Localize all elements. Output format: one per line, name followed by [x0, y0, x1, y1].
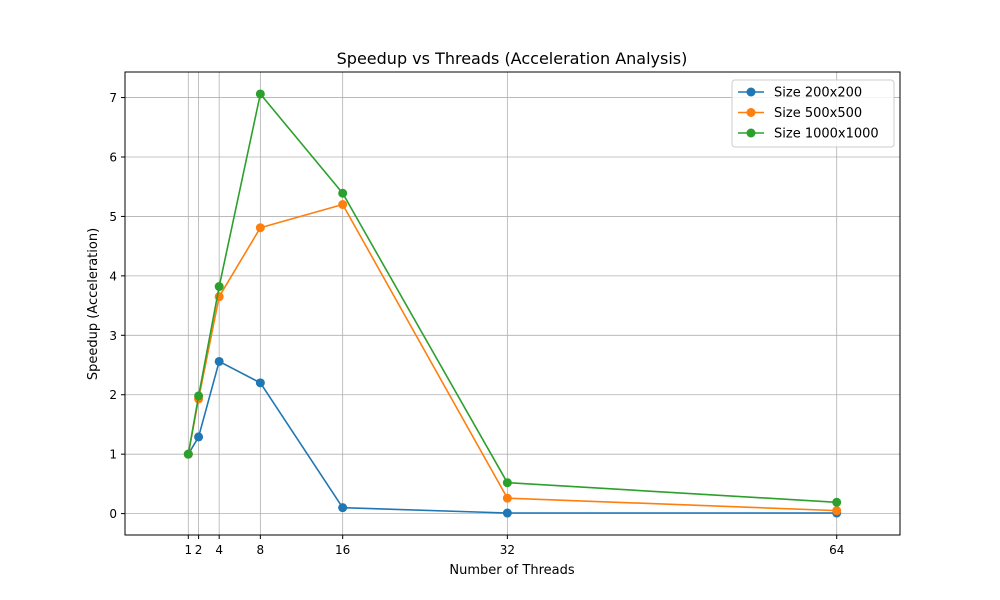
- data-point: [338, 200, 348, 210]
- data-point: [502, 493, 512, 503]
- series-0: [183, 356, 842, 518]
- legend-marker: [746, 108, 756, 117]
- data-point: [194, 432, 204, 442]
- legend-box: [731, 79, 895, 148]
- y-tick-label: 7: [109, 91, 117, 105]
- y-tick-label: 0: [109, 507, 117, 521]
- y-tick-label: 1: [109, 448, 117, 462]
- y-axis-title: Speedup (Acceleration): [86, 228, 101, 380]
- data-point: [255, 378, 265, 388]
- x-tick-label: 64: [829, 543, 844, 557]
- data-point: [502, 478, 512, 488]
- y-tick-label: 5: [109, 210, 117, 224]
- legend-label: Size 500x500: [774, 106, 862, 121]
- chart-title: Speedup vs Threads (Acceleration Analysi…: [337, 49, 688, 68]
- x-tick-label: 16: [335, 543, 350, 557]
- legend-label: Size 200x200: [774, 86, 862, 101]
- data-point: [255, 223, 265, 233]
- legend-item: Size 500x500: [738, 106, 862, 121]
- grid: [125, 72, 900, 535]
- data-point: [183, 449, 193, 459]
- y-tick-label: 3: [109, 329, 117, 343]
- y-tick-label: 2: [109, 388, 117, 402]
- legend-marker: [746, 87, 756, 97]
- legend-item: Size 200x200: [738, 86, 862, 101]
- y-tick-label: 6: [109, 150, 117, 164]
- legend-label: Size 1000x1000: [774, 127, 879, 142]
- data-point: [255, 89, 265, 99]
- x-tick-label: 8: [257, 543, 265, 557]
- x-tick-label: 2: [195, 543, 203, 557]
- x-axis-title: Number of Threads: [449, 563, 574, 578]
- data-point: [832, 497, 842, 507]
- data-point: [214, 356, 224, 366]
- series-layer: [183, 89, 842, 518]
- x-tick-label: 4: [215, 543, 223, 557]
- plot-frame: [124, 71, 901, 536]
- legend: Size 200x200 Size 500x500 Size 1000x1000: [731, 79, 895, 148]
- legend-item: Size 1000x1000: [738, 127, 879, 142]
- data-point: [338, 503, 348, 513]
- x-tick-label: 1: [184, 543, 192, 557]
- data-point: [214, 282, 224, 292]
- data-point: [194, 391, 204, 401]
- legend-marker: [746, 128, 756, 138]
- data-point: [832, 506, 842, 516]
- data-point: [338, 188, 348, 198]
- y-tick-label: 4: [109, 269, 117, 283]
- data-point: [502, 508, 512, 518]
- series-2: [183, 89, 842, 507]
- x-tick-label: 32: [500, 543, 515, 557]
